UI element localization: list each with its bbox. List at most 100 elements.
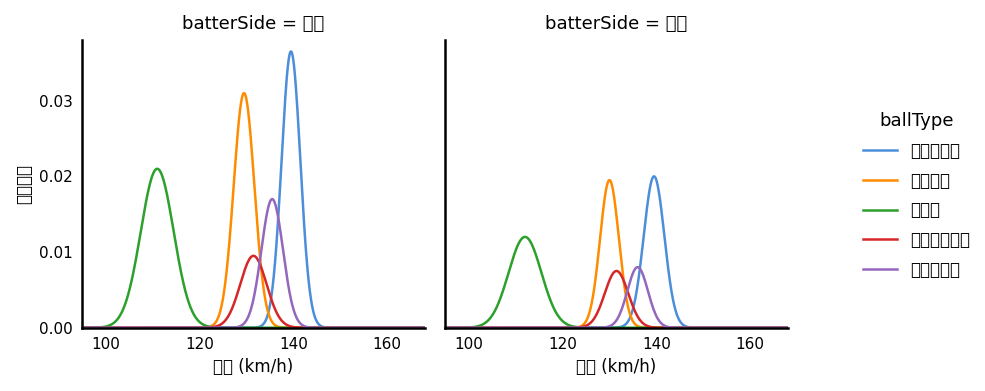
X-axis label: 球速 (km/h): 球速 (km/h) [576, 358, 657, 376]
ストレート [452, 325, 464, 330]
シンカー [599, 193, 611, 197]
カーブ [440, 325, 452, 330]
ストレート [648, 174, 660, 179]
ツーシーム [610, 319, 622, 324]
カットボール [452, 325, 464, 330]
ツーシーム [452, 325, 464, 330]
カットボール [53, 325, 65, 330]
ツーシーム [246, 301, 258, 305]
カットボール [599, 290, 611, 294]
カットボール [436, 325, 448, 330]
シンカー [440, 325, 452, 330]
カットボール [246, 254, 258, 258]
ストレート [367, 325, 379, 330]
Legend: ストレート, シンカー, カーブ, カットボール, ツーシーム: ストレート, シンカー, カーブ, カットボール, ツーシーム [857, 106, 977, 285]
カーブ [730, 325, 742, 330]
シンカー [73, 325, 85, 330]
ツーシーム [804, 325, 816, 330]
カーブ [610, 325, 622, 330]
ストレート [730, 325, 742, 330]
シンカー [730, 325, 742, 330]
カーブ [804, 325, 816, 330]
ストレート [815, 325, 826, 330]
カットボール [611, 269, 623, 273]
ツーシーム [599, 325, 611, 330]
ツーシーム [440, 325, 452, 330]
カットボール [803, 325, 815, 330]
ツーシーム [53, 325, 65, 330]
カーブ [73, 325, 85, 330]
ツーシーム [815, 325, 826, 330]
シンカー [815, 325, 826, 330]
カットボール [804, 325, 816, 330]
Line: カーブ: カーブ [59, 169, 458, 328]
ストレート [610, 325, 622, 330]
Line: ツーシーム: ツーシーム [422, 267, 821, 328]
ストレート [53, 325, 65, 330]
シンカー [804, 325, 816, 330]
ストレート [803, 325, 815, 330]
シンカー [610, 209, 622, 213]
カットボール [815, 325, 826, 330]
カーブ [519, 235, 531, 239]
ツーシーム [73, 325, 85, 330]
Line: ストレート: ストレート [422, 176, 821, 328]
Line: シンカー: シンカー [59, 93, 458, 328]
ツーシーム [631, 265, 643, 269]
カーブ [416, 325, 427, 330]
ツーシーム [803, 325, 815, 330]
ストレート [285, 49, 296, 54]
カットボール [416, 325, 427, 330]
カットボール [440, 325, 452, 330]
シンカー [416, 325, 427, 330]
カーブ [452, 325, 464, 330]
カットボール [73, 325, 85, 330]
ツーシーム [236, 323, 248, 327]
カットボール [247, 253, 259, 258]
シンカー [236, 95, 248, 100]
Y-axis label: 確率密度: 確率密度 [15, 164, 33, 204]
ツーシーム [730, 325, 742, 330]
ツーシーム [367, 325, 379, 330]
ストレート [436, 325, 448, 330]
カットボール [367, 325, 379, 330]
カーブ [236, 325, 248, 330]
ストレート [599, 325, 611, 330]
シンカー [238, 91, 250, 95]
ツーシーム [266, 197, 278, 201]
カーブ [367, 325, 379, 330]
カーブ [803, 325, 815, 330]
シンカー [452, 325, 464, 330]
ストレート [416, 325, 427, 330]
Line: カットボール: カットボール [422, 271, 821, 328]
カーブ [600, 325, 612, 330]
シンカー [367, 325, 379, 330]
Title: batterSide = 左打: batterSide = 左打 [182, 15, 324, 33]
カーブ [53, 325, 65, 330]
カットボール [610, 269, 622, 273]
シンカー [803, 325, 815, 330]
シンカー [436, 325, 448, 330]
カーブ [436, 325, 448, 330]
カーブ [152, 167, 164, 171]
Line: ツーシーム: ツーシーム [59, 199, 458, 328]
ツーシーム [416, 325, 427, 330]
カットボール [730, 325, 742, 330]
カーブ [815, 325, 826, 330]
ストレート [236, 325, 248, 330]
カットボール [236, 276, 248, 281]
ツーシーム [440, 325, 452, 330]
Line: ストレート: ストレート [59, 52, 458, 328]
カーブ [247, 325, 259, 330]
Line: カーブ: カーブ [422, 237, 821, 328]
Line: シンカー: シンカー [422, 180, 821, 328]
カットボール [440, 325, 452, 330]
ストレート [246, 325, 258, 330]
ツーシーム [436, 325, 448, 330]
Line: カットボール: カットボール [59, 256, 458, 328]
シンカー [604, 178, 616, 183]
X-axis label: 球速 (km/h): 球速 (km/h) [214, 358, 294, 376]
ストレート [440, 325, 452, 330]
Title: batterSide = 右打: batterSide = 右打 [546, 15, 688, 33]
シンカー [440, 325, 452, 330]
